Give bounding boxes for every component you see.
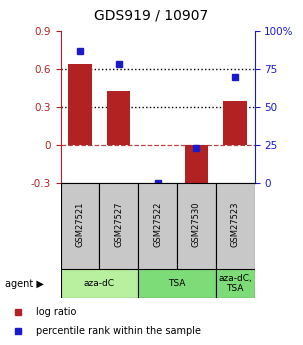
Text: GSM27521: GSM27521	[75, 201, 85, 247]
Bar	[224, 101, 247, 145]
Text: GDS919 / 10907: GDS919 / 10907	[94, 9, 209, 23]
Bar	[99, 183, 138, 269]
Text: GSM27522: GSM27522	[153, 201, 162, 247]
Bar	[138, 183, 177, 269]
Bar	[61, 183, 99, 269]
Bar	[216, 269, 255, 298]
Text: aza-dC,
TSA: aza-dC, TSA	[218, 274, 252, 294]
Bar	[216, 183, 255, 269]
Text: GSM27527: GSM27527	[114, 201, 123, 247]
Text: percentile rank within the sample: percentile rank within the sample	[36, 326, 201, 336]
Text: aza-dC: aza-dC	[84, 279, 115, 288]
Text: agent ▶: agent ▶	[5, 279, 43, 289]
Text: GSM27530: GSM27530	[192, 201, 201, 247]
Text: GSM27523: GSM27523	[231, 201, 240, 247]
Bar	[138, 269, 216, 298]
Bar	[61, 269, 138, 298]
Bar	[68, 64, 92, 145]
Text: TSA: TSA	[168, 279, 186, 288]
Bar	[185, 145, 208, 185]
Bar	[107, 90, 130, 145]
Text: log ratio: log ratio	[36, 307, 77, 317]
Bar	[177, 183, 216, 269]
